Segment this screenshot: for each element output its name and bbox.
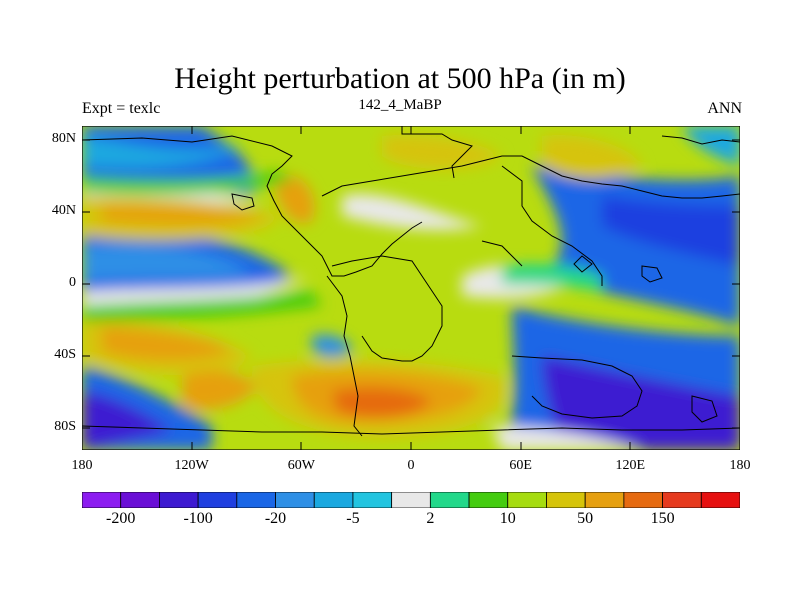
colorbar-tick-label: -5 bbox=[346, 510, 360, 527]
colorbar-tick-label: -100 bbox=[183, 510, 213, 527]
lon-tick-label: 120E bbox=[615, 458, 646, 473]
colorbar-tick-label: -20 bbox=[264, 510, 287, 527]
lat-tick-label: 80S bbox=[54, 419, 76, 434]
colorbar-box bbox=[507, 492, 547, 508]
colorbar-box bbox=[120, 492, 160, 508]
lat-tick-label: 80N bbox=[51, 131, 76, 146]
colorbar-box bbox=[623, 492, 663, 508]
lon-tick-label: 0 bbox=[407, 458, 415, 473]
colorbar-tick-label: 2 bbox=[426, 510, 435, 527]
lon-tick-label: 180 bbox=[729, 458, 751, 473]
case-label: 142_4_MaBP bbox=[358, 97, 442, 113]
colorbar-box bbox=[546, 492, 586, 508]
lat-tick-label: 40N bbox=[51, 203, 76, 218]
season-label: ANN bbox=[707, 100, 742, 117]
colorbar-box bbox=[236, 492, 276, 508]
lon-tick-label: 60W bbox=[287, 458, 315, 473]
lon-tick-label: 60E bbox=[509, 458, 532, 473]
lon-tick-label: 180 bbox=[71, 458, 93, 473]
colorbar-box bbox=[391, 492, 431, 508]
colorbar-box bbox=[275, 492, 315, 508]
colorbar-box bbox=[352, 492, 393, 508]
colorbar-box bbox=[700, 492, 740, 508]
colorbar-tick-label: -200 bbox=[106, 510, 136, 527]
axis-ticks bbox=[82, 126, 740, 450]
colorbar-box bbox=[662, 492, 702, 508]
colorbar-box bbox=[468, 492, 509, 508]
lat-tick-label: 0 bbox=[69, 275, 76, 290]
colorbar-tick-label: 50 bbox=[577, 510, 594, 527]
coastlines bbox=[82, 126, 740, 437]
colorbar-box bbox=[159, 492, 199, 508]
colorbar bbox=[82, 492, 740, 508]
colorbar-box bbox=[197, 492, 238, 508]
experiment-label: Expt = texlc bbox=[82, 100, 161, 117]
colorbar-box bbox=[82, 492, 122, 508]
colorbar-tick-label: 150 bbox=[650, 510, 675, 527]
plot-title: Height perturbation at 500 hPa (in m) bbox=[174, 62, 626, 95]
colorbar-tick-label: 10 bbox=[499, 510, 516, 527]
colorbar-box bbox=[584, 492, 625, 508]
lon-tick-label: 120W bbox=[174, 458, 209, 473]
height-perturbation-map bbox=[82, 126, 740, 450]
colorbar-box bbox=[313, 492, 354, 508]
colorbar-box bbox=[429, 492, 470, 508]
lat-tick-label: 40S bbox=[54, 347, 76, 362]
